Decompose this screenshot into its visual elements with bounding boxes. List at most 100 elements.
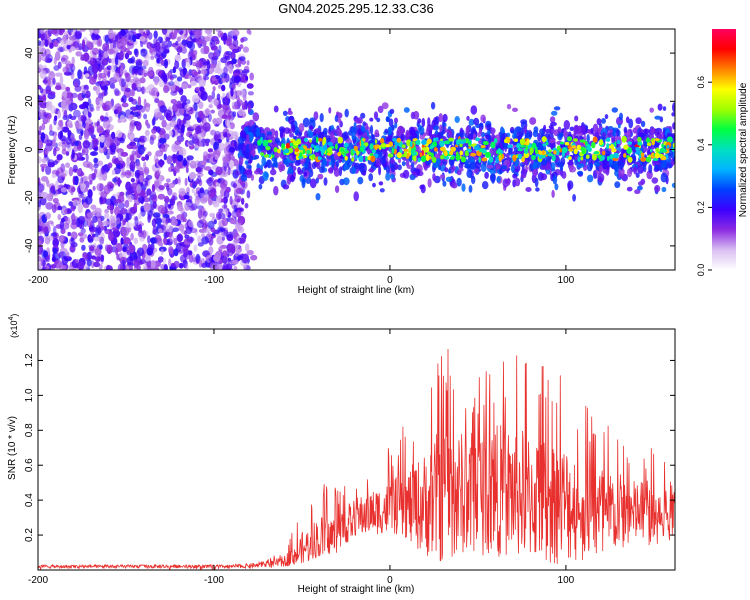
heatmap-cell <box>82 122 86 129</box>
heatmap-cell <box>76 152 83 161</box>
heatmap-cell <box>60 187 68 193</box>
heatmap-cell <box>389 108 395 114</box>
heatmap-cell <box>403 107 410 113</box>
heatmap-cell <box>52 247 58 254</box>
heatmap-cell <box>241 101 246 110</box>
heatmap-cell <box>501 165 508 170</box>
heatmap-cell <box>222 32 228 41</box>
heatmap-cell <box>129 79 136 83</box>
heatmap-cell <box>257 148 261 154</box>
heatmap-cell <box>129 122 135 133</box>
heatmap-cell <box>57 213 62 221</box>
heatmap-cell <box>163 153 167 161</box>
heatmap-cell <box>557 126 562 134</box>
heatmap-cell <box>537 132 541 142</box>
heatmap-cell <box>38 156 42 164</box>
heatmap-cell <box>353 162 361 170</box>
heatmap-cell <box>563 120 570 130</box>
heatmap-cell <box>637 165 645 174</box>
heatmap-cell <box>654 152 660 159</box>
heatmap-cell <box>163 264 168 270</box>
heatmap-cell <box>661 159 667 169</box>
heatmap-cell <box>637 141 643 146</box>
heatmap-cell <box>42 250 49 258</box>
heatmap-cell <box>74 82 78 88</box>
heatmap-cell <box>265 146 271 151</box>
heatmap-cell <box>200 69 208 75</box>
heatmap-cell <box>519 144 526 148</box>
heatmap-cell <box>145 174 153 180</box>
heatmap-cell <box>247 91 254 96</box>
heatmap-cell <box>535 153 540 157</box>
heatmap-cell <box>130 232 134 241</box>
heatmap-cell <box>62 115 68 121</box>
heatmap-cell <box>371 134 376 140</box>
heatmap-cell <box>39 69 47 80</box>
heatmap-cell <box>429 145 434 150</box>
heatmap-cell <box>439 140 445 147</box>
heatmap-cell <box>221 236 226 241</box>
heatmap-cell <box>506 103 512 110</box>
heatmap-cell <box>661 143 665 148</box>
heatmap-cell <box>602 132 606 138</box>
heatmap-cell <box>480 162 487 173</box>
heatmap-cell <box>195 167 202 173</box>
heatmap-cell <box>191 54 196 61</box>
heatmap-cell <box>38 177 41 185</box>
heatmap-cell <box>599 164 603 173</box>
heatmap-cell <box>343 131 349 141</box>
heatmap-cell <box>179 34 187 40</box>
heatmap-cell <box>465 125 470 136</box>
heatmap-cell <box>132 34 137 43</box>
heatmap-cell <box>420 155 427 163</box>
heatmap-cell <box>99 115 105 121</box>
heatmap-cell <box>245 243 250 252</box>
heatmap-cell <box>53 117 57 126</box>
heatmap-cell <box>98 172 104 181</box>
heatmap-cell <box>459 150 464 156</box>
heatmap-cell <box>188 110 195 115</box>
heatmap-cell <box>300 158 305 164</box>
heatmap-cell <box>573 148 578 155</box>
heatmap-cell <box>67 208 72 214</box>
heatmap-cell <box>110 64 116 73</box>
heatmap-cell <box>125 194 134 202</box>
heatmap-cell <box>427 178 432 188</box>
heatmap-cell <box>78 134 83 141</box>
heatmap-cell <box>318 138 323 142</box>
heatmap-cell <box>80 227 86 234</box>
heatmap-cell <box>339 129 343 138</box>
heatmap-cell <box>489 168 496 175</box>
heatmap-cell <box>236 95 240 102</box>
heatmap-cell <box>129 73 138 79</box>
heatmap-cell <box>430 101 436 110</box>
heatmap-cell <box>520 173 527 179</box>
heatmap-cell <box>224 61 231 67</box>
heatmap-cell <box>322 157 327 168</box>
heatmap-cell <box>125 181 132 192</box>
heatmap-cell <box>101 58 109 66</box>
snr-panel: -200 -100 0 100 0.2 0.4 0.6 0.8 1.0 1.2 Height of… <box>7 314 676 595</box>
heatmap-cell <box>277 148 281 154</box>
heatmap-cell <box>40 132 46 142</box>
heatmap-cell <box>136 161 141 171</box>
heatmap-cell <box>634 189 641 195</box>
heatmap-cell <box>265 134 273 141</box>
heatmap-cell <box>103 184 111 195</box>
heatmap-cell <box>448 168 452 174</box>
heatmap-cell <box>633 166 638 175</box>
heatmap-cell <box>369 117 374 122</box>
heatmap-cell <box>311 161 317 170</box>
heatmap-cell <box>591 141 596 149</box>
chart-title: GN04.2025.295.12.33.C36 <box>278 1 433 16</box>
heatmap-cell <box>245 75 249 81</box>
heatmap-cell <box>246 83 254 89</box>
heatmap-cell <box>601 118 606 124</box>
heatmap-cell <box>231 58 237 64</box>
heatmap-cell <box>437 165 442 171</box>
heatmap-cell <box>61 148 67 155</box>
snr-ylabel: SNR (10 * v/v) <box>7 416 18 480</box>
heatmap-cell <box>139 105 146 113</box>
x-tick-label: -100 <box>204 575 224 586</box>
